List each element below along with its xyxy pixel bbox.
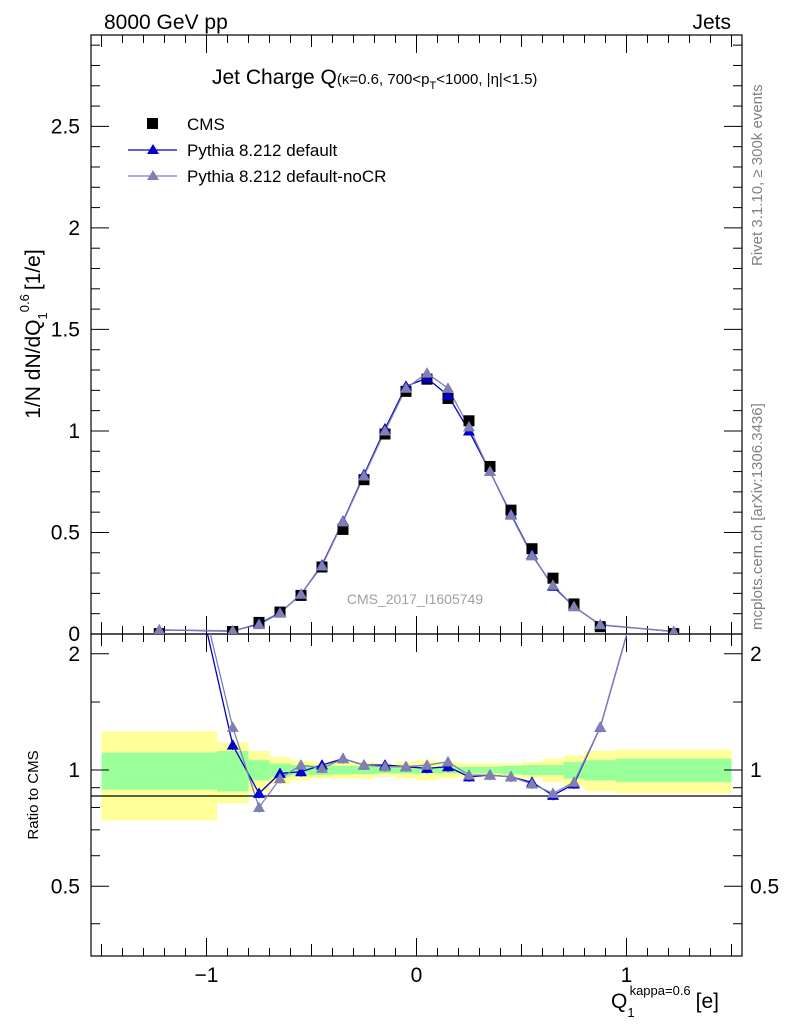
x-tick-label: −1 bbox=[195, 964, 219, 987]
ratio-point-pythia-8-212-default-nocr bbox=[526, 778, 538, 789]
data-point-pythia-8-212-default-nocr bbox=[358, 470, 370, 481]
ratio-series-markers bbox=[226, 721, 607, 813]
y-tick-label: 0 bbox=[68, 623, 80, 646]
ratio-point-pythia-8-212-default-nocr bbox=[505, 770, 517, 782]
ratio-y-axis-label: Ratio to CMS bbox=[25, 750, 42, 839]
ratio-band-green bbox=[217, 751, 249, 792]
y-axis-label: 1/N dN/dQ10.6[1/e] bbox=[17, 249, 50, 418]
y-tick-label: 2 bbox=[68, 217, 80, 240]
ratio-point-pythia-8-212-default-nocr bbox=[358, 759, 370, 770]
axis-ticks bbox=[91, 35, 742, 956]
ratio-uncertainty-bands bbox=[101, 731, 732, 821]
ratio-tick-label-right: 0.5 bbox=[750, 875, 779, 898]
y-tick-label: 0.5 bbox=[51, 521, 80, 544]
ratio-band-green bbox=[542, 765, 564, 776]
ratio-line-pythia-8-212-default bbox=[206, 634, 628, 797]
mcplots-label: mcplots.cern.ch [arXiv:1306.3436] bbox=[749, 403, 766, 630]
ratio-point-pythia-8-212-default-nocr bbox=[316, 762, 328, 773]
x-axis-label: Q1kappa=0.6 [e] bbox=[611, 983, 719, 1020]
ratio-point-pythia-8-212-default-nocr bbox=[274, 772, 286, 784]
y-tick-label: 1 bbox=[68, 420, 80, 443]
data-point-pythia-8-212-default-nocr bbox=[421, 367, 433, 378]
ratio-point-pythia-8-212-default-nocr bbox=[421, 759, 433, 770]
ratio-point-pythia-8-212-default-nocr bbox=[442, 755, 454, 767]
data-point-pythia-8-212-default-nocr bbox=[227, 624, 239, 634]
ratio-point-pythia-8-212-default-nocr bbox=[295, 759, 307, 770]
ratio-point-pythia-8-212-default-nocr bbox=[568, 776, 580, 787]
data-point-cms bbox=[337, 523, 349, 535]
data-point-pythia-8-212-default-nocr bbox=[295, 588, 307, 599]
data-point-pythia-8-212-default-nocr bbox=[594, 618, 607, 630]
ratio-band-green bbox=[521, 765, 543, 776]
data-point-cms bbox=[526, 543, 538, 555]
legend-cms-label: CMS bbox=[187, 115, 225, 134]
x-tick-label: 0 bbox=[411, 964, 423, 987]
rivet-label: Rivet 3.1.10, ≥ 300k events bbox=[749, 84, 766, 266]
ratio-band-green bbox=[353, 765, 375, 775]
x-tick-label: 1 bbox=[621, 964, 633, 987]
ratio-point-pythia-8-212-default bbox=[226, 739, 239, 750]
data-point-pythia-8-212-default bbox=[442, 389, 454, 400]
legend-cms-marker bbox=[147, 118, 158, 129]
data-point-pythia-8-212-default-nocr bbox=[463, 420, 475, 432]
data-point-cms bbox=[463, 415, 475, 427]
ratio-point-pythia-8-212-default-nocr bbox=[400, 760, 412, 772]
ratio-point-pythia-8-212-default-nocr bbox=[226, 721, 239, 732]
ratio-band-green bbox=[584, 760, 616, 781]
y-tick-label: 1.5 bbox=[51, 318, 80, 341]
ratio-tick-label-right: 1 bbox=[750, 759, 762, 782]
data-point-pythia-8-212-default-nocr bbox=[547, 579, 559, 590]
data-point-pythia-8-212-default-nocr bbox=[337, 515, 349, 527]
ratio-point-pythia-8-212-default-nocr bbox=[463, 769, 475, 780]
data-point-pythia-8-212-default-nocr bbox=[526, 549, 538, 561]
ratio-point-pythia-8-212-default bbox=[295, 765, 307, 777]
ratio-point-pythia-8-212-default-nocr bbox=[379, 760, 391, 772]
ratio-band-green bbox=[563, 761, 585, 779]
data-point-pythia-8-212-default-nocr bbox=[668, 625, 679, 634]
ratio-band-green bbox=[500, 765, 522, 775]
ratio-band-green bbox=[101, 752, 217, 790]
data-point-pythia-8-212-default-nocr bbox=[442, 382, 454, 393]
ratio-point-pythia-8-212-default-nocr bbox=[253, 801, 265, 812]
data-point-pythia-8-212-default-nocr bbox=[153, 623, 165, 634]
ratio-tick-label-left: 2 bbox=[68, 643, 80, 666]
y-tick-label: 2.5 bbox=[51, 115, 80, 138]
ratio-tick-label-right: 2 bbox=[750, 643, 762, 666]
data-point-pythia-8-212-default-nocr bbox=[274, 607, 286, 618]
tick-labels: 0 0.5 1 1.5 2 2.5 0.5 0.5 1 1 2 2 −1 0 1 bbox=[51, 115, 779, 987]
data-point-cms bbox=[547, 572, 559, 584]
legend-default-marker bbox=[147, 144, 159, 154]
legend: CMS Pythia 8.212 default Pythia 8.212 de… bbox=[128, 115, 386, 186]
analysis-watermark: CMS_2017_I1605749 bbox=[347, 591, 483, 607]
legend-nocr-label: Pythia 8.212 default-noCR bbox=[187, 167, 386, 186]
ratio-point-pythia-8-212-default-nocr bbox=[337, 752, 349, 764]
ratio-point-pythia-8-212-default-nocr bbox=[547, 787, 559, 798]
legend-default-label: Pythia 8.212 default bbox=[187, 141, 338, 160]
data-point-pythia-8-212-default-nocr bbox=[505, 509, 517, 520]
ratio-point-pythia-8-212-default-nocr bbox=[484, 769, 496, 780]
data-point-pythia-8-212-default-nocr bbox=[253, 618, 265, 630]
energy-label: 8000 GeV pp bbox=[104, 11, 228, 34]
data-point-pythia-8-212-default-nocr bbox=[484, 465, 496, 477]
ratio-band-green bbox=[248, 760, 270, 781]
data-point-pythia-8-212-default-nocr bbox=[379, 424, 391, 436]
chart-title: Jet Charge Q(κ=0.6, 700<pT<1000, |η|<1.5… bbox=[212, 66, 537, 92]
ratio-band-green bbox=[332, 765, 354, 775]
ratio-tick-label-left: 1 bbox=[68, 759, 80, 782]
ratio-band-green bbox=[616, 758, 732, 783]
data-point-pythia-8-212-default-nocr bbox=[400, 382, 412, 393]
data-point-pythia-8-212-default-nocr bbox=[316, 559, 328, 571]
main-series-markers bbox=[153, 367, 680, 634]
ratio-point-pythia-8-212-default bbox=[253, 787, 265, 798]
data-point-pythia-8-212-default-nocr bbox=[568, 600, 580, 612]
ratio-point-pythia-8-212-default-nocr bbox=[594, 721, 607, 732]
legend-nocr-marker bbox=[147, 170, 159, 180]
process-label: Jets bbox=[692, 11, 731, 34]
ratio-tick-label-left: 0.5 bbox=[51, 875, 80, 898]
